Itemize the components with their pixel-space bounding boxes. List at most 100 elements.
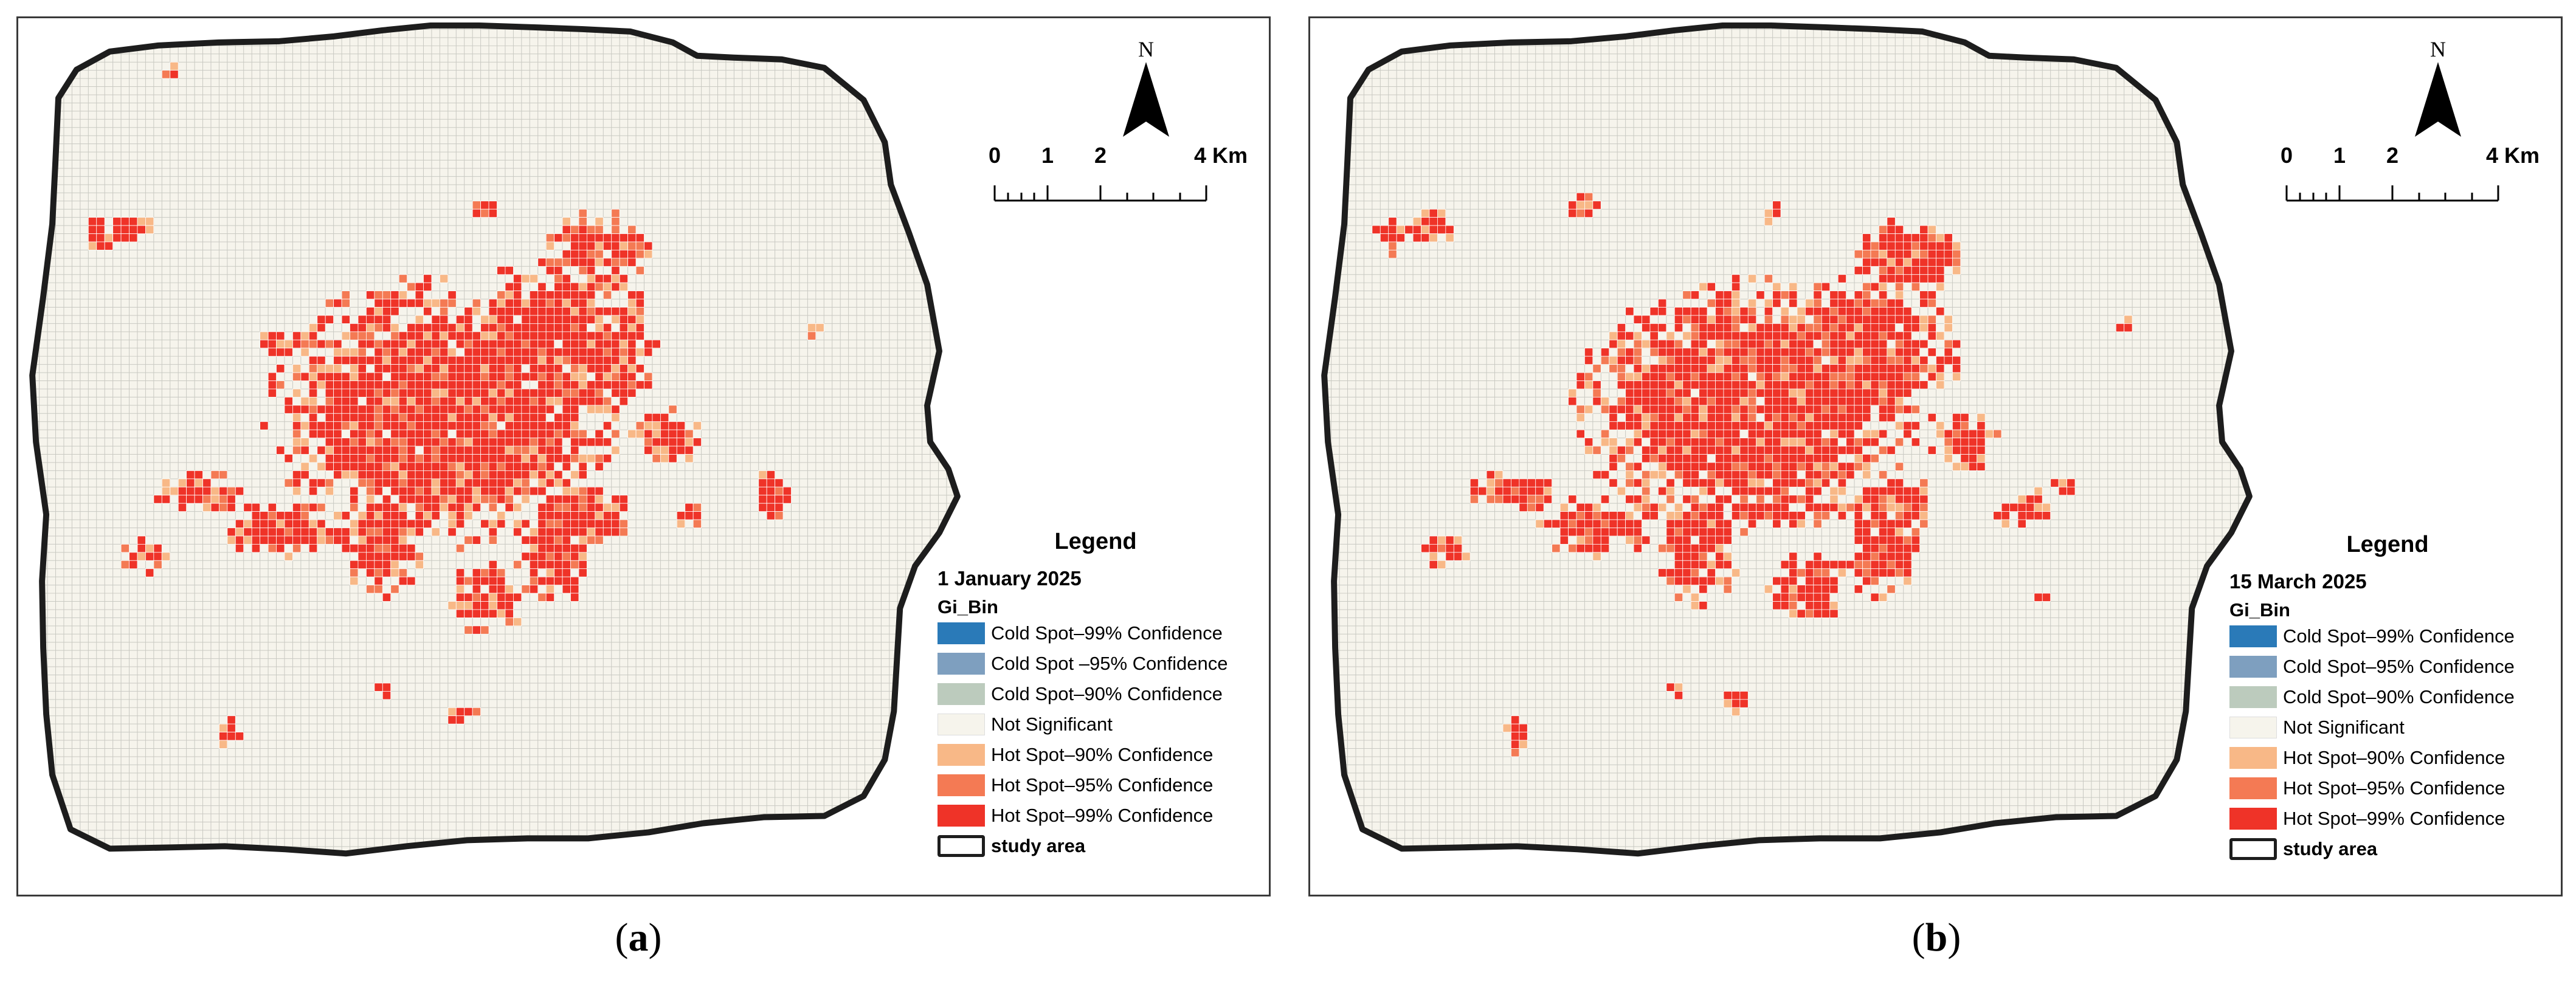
hot-spot-cell xyxy=(202,503,212,512)
hot-spot-cell xyxy=(1984,429,1994,439)
hot-spot-cell xyxy=(1682,585,1691,594)
hot-spot-cell xyxy=(595,274,604,283)
hot-spot-cell xyxy=(1437,225,1446,234)
hot-spot-cell xyxy=(1642,364,1651,373)
hot-spot-cell xyxy=(554,413,563,422)
hot-spot-cell xyxy=(1731,388,1741,397)
hot-spot-cell xyxy=(398,576,408,586)
hot-spot-cell xyxy=(1764,348,1773,357)
hot-spot-cell xyxy=(529,291,539,300)
hot-spot-cell xyxy=(341,528,350,537)
hot-spot-cell xyxy=(1649,405,1659,414)
hot-spot-cell xyxy=(1854,291,1863,300)
hot-spot-cell xyxy=(1927,331,1936,340)
hot-spot-cell xyxy=(1887,413,1896,422)
hot-spot-cell xyxy=(104,233,114,243)
hot-spot-cell xyxy=(1568,511,1577,520)
hot-spot-cell xyxy=(325,339,334,349)
hot-spot-cell xyxy=(1903,241,1912,250)
hot-spot-cell xyxy=(439,503,449,512)
hot-spot-cell xyxy=(1707,560,1716,569)
hot-spot-cell xyxy=(1846,470,1855,480)
hot-spot-cell xyxy=(112,217,122,226)
hot-spot-cell xyxy=(1690,380,1700,390)
hot-spot-cell xyxy=(1625,388,1634,397)
hot-spot-cell xyxy=(1780,307,1789,316)
hot-spot-cell xyxy=(1780,585,1789,594)
hot-spot-cell xyxy=(1911,282,1921,292)
hot-spot-cell xyxy=(1944,258,1953,267)
hot-spot-cell xyxy=(1821,585,1831,594)
hot-spot-cell xyxy=(1657,298,1667,308)
hot-spot-cell xyxy=(1780,560,1789,569)
hot-spot-cell xyxy=(1388,250,1397,259)
hot-spot-cell xyxy=(1707,528,1716,537)
hot-spot-cell xyxy=(1952,421,1961,430)
hot-spot-cell xyxy=(505,266,514,275)
hot-spot-cell xyxy=(1829,348,1839,357)
hot-spot-cell xyxy=(423,519,432,528)
hot-spot-cell xyxy=(1829,438,1839,447)
hot-spot-cell xyxy=(472,208,482,218)
hot-spot-cell xyxy=(480,568,489,577)
hot-spot-cell xyxy=(537,323,547,332)
hot-spot-cell xyxy=(1813,413,1822,422)
hot-spot-cell xyxy=(570,372,579,381)
hot-spot-cell xyxy=(529,462,539,471)
hot-spot-cell xyxy=(1666,544,1675,553)
hot-spot-cell xyxy=(1870,568,1879,577)
hot-spot-cell xyxy=(1633,397,1642,406)
hot-spot-cell xyxy=(488,478,497,487)
hot-spot-cell xyxy=(1657,438,1667,447)
hot-spot-cell xyxy=(529,552,539,561)
hot-spot-cell xyxy=(333,446,342,455)
hot-spot-cell xyxy=(1633,503,1642,512)
hot-spot-cell xyxy=(529,364,539,373)
hot-spot-cell xyxy=(1977,438,1986,447)
hot-spot-cell xyxy=(1862,356,1871,365)
hot-spot-cell xyxy=(1469,486,1479,496)
hot-spot-cell xyxy=(1609,519,1618,528)
hot-spot-cell xyxy=(390,438,399,447)
hot-spot-cell xyxy=(570,405,579,414)
hot-spot-cell xyxy=(488,315,497,324)
hot-spot-cell xyxy=(1657,405,1667,414)
hot-spot-cell xyxy=(513,528,522,537)
hot-spot-cell xyxy=(554,298,563,308)
hot-spot-cell xyxy=(374,291,383,300)
hot-spot-cell xyxy=(488,535,497,545)
hot-spot-cell xyxy=(1887,397,1896,406)
hot-spot-cell xyxy=(627,250,637,259)
hot-spot-cell xyxy=(1903,405,1912,414)
hot-spot-cell xyxy=(390,478,399,487)
hot-spot-cell xyxy=(668,446,677,455)
hot-spot-cell xyxy=(513,291,522,300)
hot-spot-cell xyxy=(1764,307,1773,316)
hot-spot-cell xyxy=(1887,405,1896,414)
hot-spot-cell xyxy=(775,495,784,504)
hot-spot-cell xyxy=(374,528,383,537)
hot-spot-cell xyxy=(595,315,604,324)
legend-label: study area xyxy=(991,835,1086,856)
hot-spot-cell xyxy=(488,331,497,340)
legend-label: Cold Spot–99% Confidence xyxy=(2283,625,2515,647)
hot-spot-cell xyxy=(439,397,449,406)
hot-spot-cell xyxy=(1894,356,1904,365)
hot-spot-cell xyxy=(1887,250,1896,259)
hot-spot-cell xyxy=(407,339,416,349)
hot-spot-cell xyxy=(521,454,530,463)
hot-spot-cell xyxy=(1592,544,1601,553)
hot-spot-cell xyxy=(1657,462,1667,471)
hot-spot-cell xyxy=(513,478,522,487)
hot-spot-cell xyxy=(1789,511,1798,520)
hot-spot-cell xyxy=(2017,519,2026,528)
hot-spot-cell xyxy=(1764,470,1773,480)
hot-spot-cell xyxy=(1682,429,1691,439)
hot-spot-cell xyxy=(374,511,383,520)
hot-spot-cell xyxy=(1739,495,1749,504)
hot-spot-cell xyxy=(464,478,473,487)
hot-spot-cell xyxy=(1756,339,1765,349)
hot-spot-cell xyxy=(1747,413,1757,422)
hot-spot-cell xyxy=(415,528,424,537)
hot-spot-cell xyxy=(1731,699,1741,708)
